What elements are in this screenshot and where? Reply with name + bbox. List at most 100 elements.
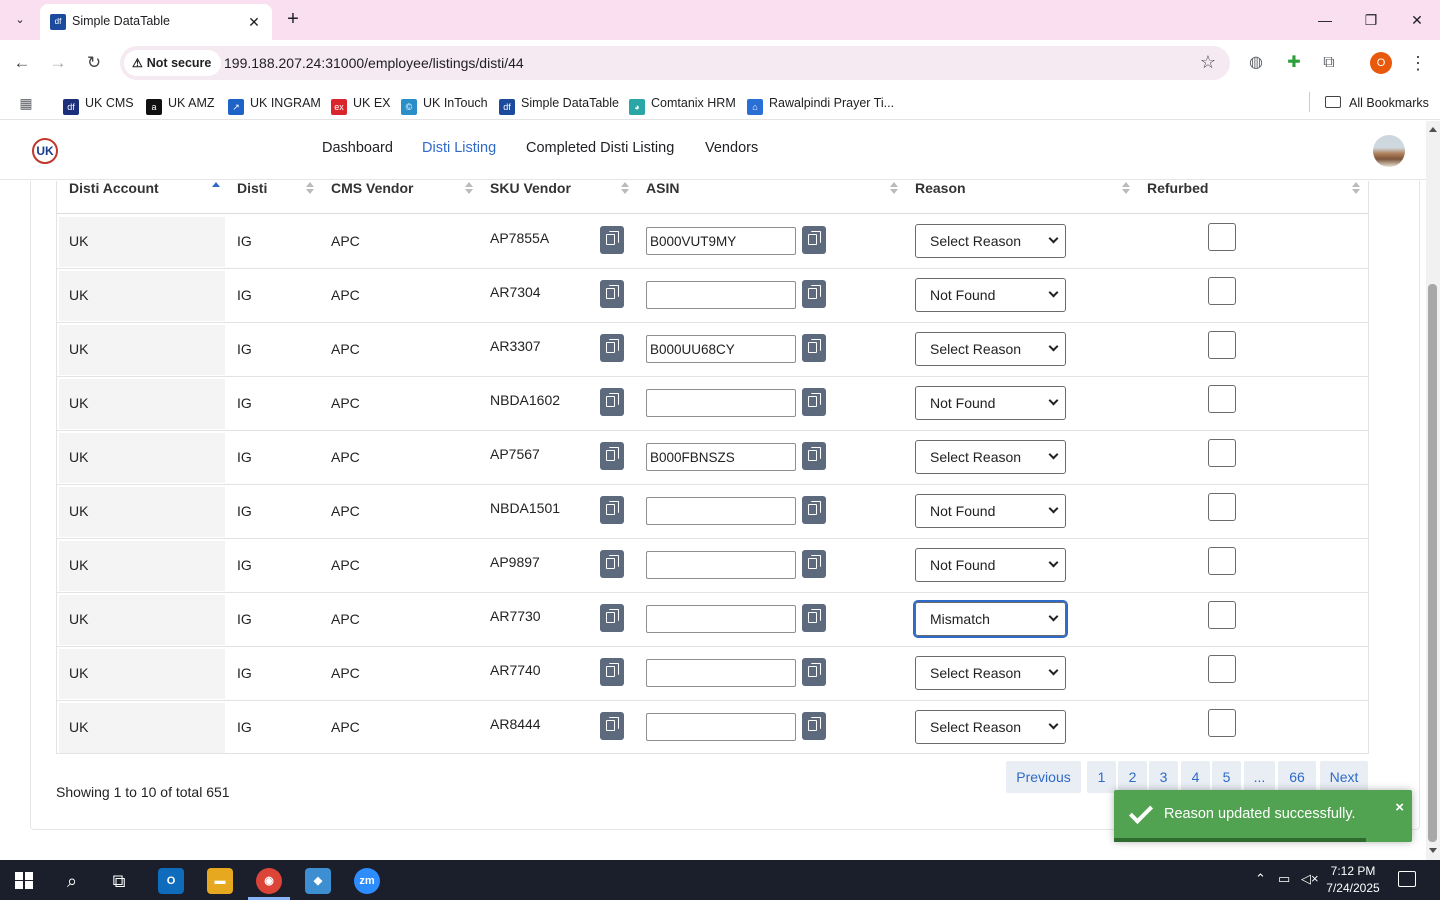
bookmark-uk-ingram[interactable]: ↗ UK INGRAM bbox=[228, 93, 321, 115]
bookmark-uk-cms[interactable]: df UK CMS bbox=[63, 93, 134, 115]
copy-asin-button[interactable] bbox=[802, 604, 826, 632]
refurbed-checkbox[interactable] bbox=[1208, 331, 1236, 359]
column-header-refurbed[interactable]: Refurbed bbox=[1147, 181, 1209, 196]
pagination-page-66[interactable]: 66 bbox=[1278, 761, 1316, 793]
column-header-cms-vendor[interactable]: CMS Vendor bbox=[331, 181, 414, 196]
address-bar[interactable]: ⚠ Not secure 199.188.207.24:31000/employe… bbox=[120, 46, 1230, 80]
tray-chevron-icon[interactable]: ⌃ bbox=[1255, 871, 1266, 886]
pagination-next[interactable]: Next bbox=[1320, 761, 1368, 793]
profile-avatar-icon[interactable]: O bbox=[1370, 52, 1392, 74]
remote-desktop-icon[interactable]: ◆ bbox=[305, 868, 331, 894]
sort-icon[interactable] bbox=[306, 182, 314, 196]
asin-input[interactable] bbox=[646, 443, 796, 471]
browser-menu-icon[interactable]: ⋮ bbox=[1409, 53, 1427, 73]
reason-select[interactable]: Not Found bbox=[915, 278, 1066, 312]
bookmark-uk-intouch[interactable]: © UK InTouch bbox=[401, 93, 488, 115]
all-bookmarks-button[interactable]: All Bookmarks bbox=[1325, 93, 1429, 113]
asin-input[interactable] bbox=[646, 713, 796, 741]
sort-icon[interactable] bbox=[621, 182, 629, 196]
copy-sku-button[interactable] bbox=[600, 712, 624, 740]
extension-plus-icon[interactable]: ✚ bbox=[1287, 54, 1301, 71]
asin-input[interactable] bbox=[646, 335, 796, 363]
copy-sku-button[interactable] bbox=[600, 442, 624, 470]
network-icon[interactable]: ▭ bbox=[1278, 871, 1291, 886]
volume-muted-icon[interactable]: ◁× bbox=[1301, 871, 1319, 886]
bookmark-uk-amz[interactable]: a UK AMZ bbox=[146, 93, 215, 115]
pagination-page-3[interactable]: 3 bbox=[1149, 761, 1178, 793]
copy-asin-button[interactable] bbox=[802, 712, 826, 740]
reason-select[interactable]: Select Reason bbox=[915, 224, 1066, 258]
scroll-up-arrow-icon[interactable] bbox=[1429, 127, 1437, 132]
sort-asc-icon[interactable] bbox=[212, 182, 220, 196]
tab-close-icon[interactable]: ✕ bbox=[248, 14, 260, 30]
asin-input[interactable] bbox=[646, 389, 796, 417]
copy-sku-button[interactable] bbox=[600, 388, 624, 416]
security-chip[interactable]: ⚠ Not secure bbox=[124, 50, 222, 76]
copy-sku-button[interactable] bbox=[600, 604, 624, 632]
reason-select[interactable]: Select Reason bbox=[915, 332, 1066, 366]
reason-select[interactable]: Select Reason bbox=[915, 656, 1066, 690]
zoom-icon[interactable]: zm bbox=[354, 868, 380, 894]
copy-asin-button[interactable] bbox=[802, 442, 826, 470]
copy-asin-button[interactable] bbox=[802, 658, 826, 686]
translate-globe-icon[interactable]: ◍ bbox=[1249, 54, 1263, 71]
bookmark-uk-ex[interactable]: ex UK EX bbox=[331, 93, 391, 115]
pagination-page-2[interactable]: 2 bbox=[1118, 761, 1147, 793]
refurbed-checkbox[interactable] bbox=[1208, 439, 1236, 467]
copy-sku-button[interactable] bbox=[600, 550, 624, 578]
reason-select[interactable]: Mismatch bbox=[913, 600, 1068, 638]
back-arrow-icon[interactable]: ← bbox=[13, 53, 31, 72]
notifications-icon[interactable] bbox=[1398, 871, 1416, 887]
asin-input[interactable] bbox=[646, 659, 796, 687]
asin-input[interactable] bbox=[646, 497, 796, 525]
success-toast[interactable]: Reason updated successfully. × bbox=[1114, 790, 1412, 842]
copy-asin-button[interactable] bbox=[802, 496, 826, 524]
refurbed-checkbox[interactable] bbox=[1208, 277, 1236, 305]
reason-select[interactable]: Not Found bbox=[915, 548, 1066, 582]
windows-start-icon[interactable] bbox=[15, 872, 33, 889]
user-avatar[interactable] bbox=[1373, 135, 1405, 167]
copy-asin-button[interactable] bbox=[802, 388, 826, 416]
copy-asin-button[interactable] bbox=[802, 550, 826, 578]
copy-sku-button[interactable] bbox=[600, 280, 624, 308]
reason-select[interactable]: Select Reason bbox=[915, 710, 1066, 744]
column-header-disti[interactable]: Disti bbox=[237, 181, 268, 196]
column-header-sku-vendor[interactable]: SKU Vendor bbox=[490, 181, 571, 196]
copy-asin-button[interactable] bbox=[802, 280, 826, 308]
column-header-asin[interactable]: ASIN bbox=[646, 181, 680, 196]
copy-sku-button[interactable] bbox=[600, 226, 624, 254]
copy-sku-button[interactable] bbox=[600, 496, 624, 524]
asin-input[interactable] bbox=[646, 551, 796, 579]
reload-icon[interactable]: ↻ bbox=[86, 53, 102, 72]
refurbed-checkbox[interactable] bbox=[1208, 223, 1236, 251]
refurbed-checkbox[interactable] bbox=[1208, 493, 1236, 521]
new-tab-plus-icon[interactable]: + bbox=[287, 8, 299, 30]
file-explorer-icon[interactable]: ▬ bbox=[207, 868, 233, 894]
refurbed-checkbox[interactable] bbox=[1208, 547, 1236, 575]
asin-input[interactable] bbox=[646, 227, 796, 255]
asin-input[interactable] bbox=[646, 281, 796, 309]
column-header-disti-account[interactable]: Disti Account bbox=[69, 181, 159, 196]
copy-sku-button[interactable] bbox=[600, 334, 624, 362]
refurbed-checkbox[interactable] bbox=[1208, 709, 1236, 737]
browser-tab-active[interactable]: df Simple DataTable ✕ bbox=[40, 4, 272, 40]
sort-icon[interactable] bbox=[890, 182, 898, 196]
pagination-page-5[interactable]: 5 bbox=[1212, 761, 1241, 793]
reason-select[interactable]: Not Found bbox=[915, 386, 1066, 420]
pagination-page-4[interactable]: 4 bbox=[1181, 761, 1210, 793]
search-icon[interactable]: ⌕ bbox=[66, 871, 78, 891]
column-header-reason[interactable]: Reason bbox=[915, 181, 966, 196]
page-scrollbar[interactable] bbox=[1426, 121, 1440, 860]
window-minimize-icon[interactable]: — bbox=[1318, 12, 1332, 28]
bookmark-simple-datatable[interactable]: df Simple DataTable bbox=[499, 93, 619, 115]
sort-icon[interactable] bbox=[465, 182, 473, 196]
window-restore-icon[interactable]: ❐ bbox=[1364, 12, 1378, 28]
task-view-icon[interactable]: ⧉ bbox=[112, 871, 126, 891]
taskbar-clock[interactable]: 7:12 PM 7/24/2025 bbox=[1318, 863, 1388, 897]
asin-input[interactable] bbox=[646, 605, 796, 633]
pagination-previous[interactable]: Previous bbox=[1006, 761, 1081, 793]
url-text[interactable]: 199.188.207.24:31000/employee/listings/d… bbox=[224, 55, 524, 71]
nav-vendors[interactable]: Vendors bbox=[705, 140, 759, 156]
nav-completed-disti-listing[interactable]: Completed Disti Listing bbox=[526, 140, 675, 156]
uk-logo-icon[interactable]: UK bbox=[32, 138, 58, 164]
